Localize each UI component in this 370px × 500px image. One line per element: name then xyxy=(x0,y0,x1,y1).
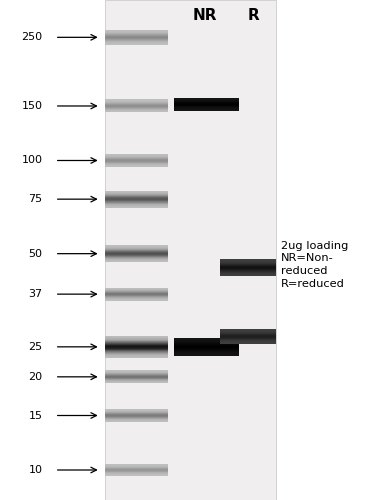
Bar xyxy=(105,0,276,500)
Text: 10: 10 xyxy=(28,465,43,475)
Text: 75: 75 xyxy=(28,194,43,204)
Text: 100: 100 xyxy=(21,156,43,166)
Text: R: R xyxy=(248,8,259,22)
Text: 2ug loading
NR=Non-
reduced
R=reduced: 2ug loading NR=Non- reduced R=reduced xyxy=(281,240,349,289)
Text: 50: 50 xyxy=(28,248,43,258)
Text: 20: 20 xyxy=(28,372,43,382)
Text: 37: 37 xyxy=(28,289,43,299)
Text: 25: 25 xyxy=(28,342,43,352)
Text: 250: 250 xyxy=(21,32,43,42)
Text: 150: 150 xyxy=(21,101,43,111)
Text: 15: 15 xyxy=(28,410,43,420)
Text: NR: NR xyxy=(193,8,218,22)
